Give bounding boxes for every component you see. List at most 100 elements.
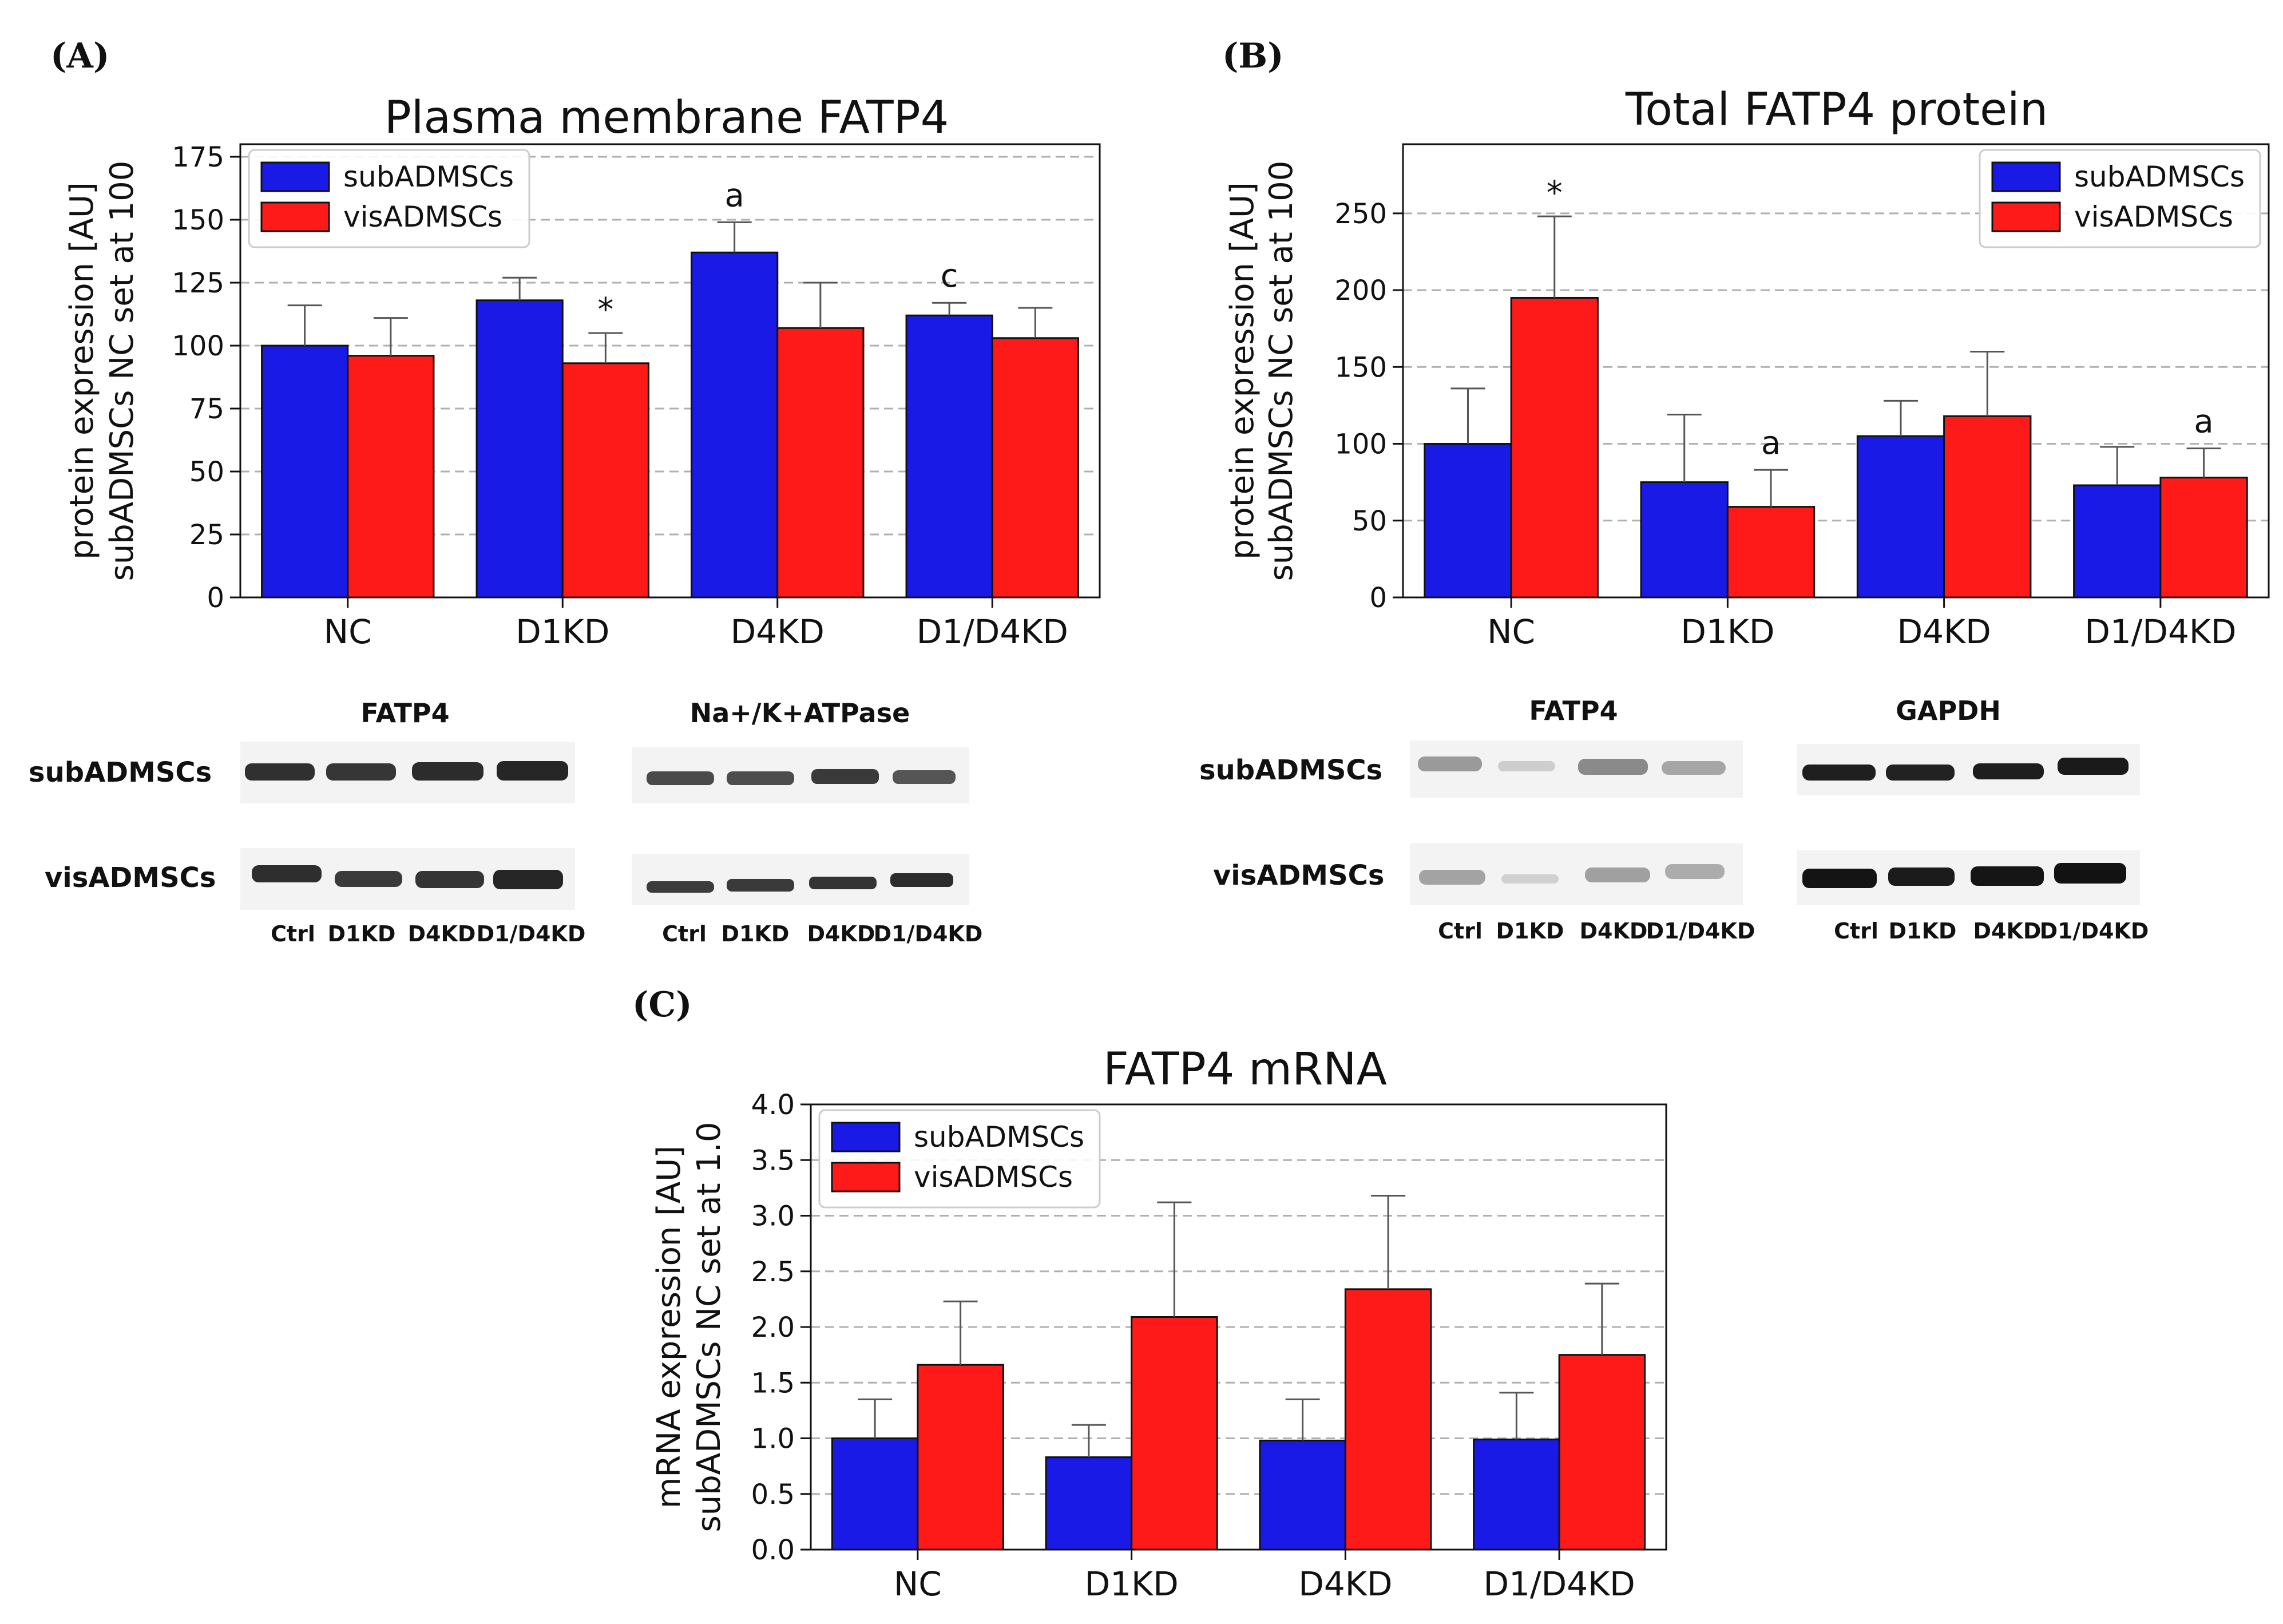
- blot-b2-lane-d4kd: D4KD: [1973, 918, 2042, 944]
- x-category-label: D1KD: [1084, 1564, 1178, 1603]
- significance-annotation: a: [2194, 403, 2213, 441]
- x-category-label: D4KD: [731, 612, 825, 651]
- legend-label: subADMSCs: [343, 160, 514, 193]
- y-tick-label: 0.5: [751, 1479, 795, 1511]
- blot-a1-lane-d1kd: D1KD: [328, 921, 396, 946]
- y-tick-label: 175: [172, 141, 224, 173]
- legend-swatch-visadmscs: [831, 1162, 901, 1193]
- y-tick-label: 4.0: [751, 1089, 795, 1121]
- blot-b-gapdh-vis: [1797, 850, 2140, 905]
- y-tick-label: 3.0: [751, 1201, 795, 1233]
- chart-plasma-membrane-fatp4: 0 25 50 75 100 125 150 175 NC D1KD * D4KD a D1/D4KD c P…: [64, 92, 1101, 651]
- bar-subadmscs: [261, 344, 349, 599]
- y-tick-label: 200: [1334, 275, 1387, 307]
- y-tick-label: 150: [1334, 351, 1387, 383]
- x-category-label: NC: [894, 1564, 942, 1603]
- blot-a-header-atpase: Na+/K+ATPase: [690, 698, 910, 728]
- blot-a1-lane-ctrl: Ctrl: [271, 921, 315, 946]
- bar-subadmscs: [691, 251, 779, 599]
- blot-a-row-sub: subADMSCs: [29, 756, 212, 789]
- blot-panel-b: FATP4 GAPDH subADMSCs visADMSCs: [1199, 695, 2149, 944]
- plot-frame: [239, 143, 1101, 599]
- y-tick-label: 1.0: [751, 1423, 795, 1455]
- blot-a-atpase-sub: [632, 747, 969, 803]
- blot-b1-lane-d4kd: D4KD: [1580, 918, 1648, 944]
- blot-a-row-vis: visADMSCs: [45, 862, 216, 894]
- bar-subadmscs: [1856, 435, 1945, 599]
- chart-title: FATP4 mRNA: [1103, 1044, 1387, 1095]
- bar-subadmscs: [1424, 443, 1512, 599]
- bar-visadmscs: [561, 362, 649, 599]
- significance-annotation: a: [724, 177, 744, 214]
- blot-a1-lane-d1d4kd: D1/D4KD: [477, 921, 586, 946]
- blot-b-fatp4-sub: [1410, 740, 1743, 798]
- bar-visadmscs: [1510, 296, 1599, 599]
- blot-b2-lane-ctrl: Ctrl: [1834, 918, 1878, 944]
- plot-frame: [1402, 143, 2270, 599]
- y-tick-label: 0: [1369, 582, 1387, 614]
- significance-annotation: c: [941, 258, 958, 295]
- significance-annotation: *: [1547, 175, 1563, 212]
- y-tick-label: 100: [1334, 429, 1387, 461]
- panel-letter-c: (C): [632, 985, 692, 1025]
- y-axis-label: subADMSCs NC set at 100: [104, 161, 141, 581]
- y-tick-label: 2.5: [751, 1256, 795, 1288]
- blot-a2-lane-ctrl: Ctrl: [662, 921, 707, 946]
- bar-subadmscs: [1259, 1439, 1346, 1551]
- x-category-label: D1KD: [1680, 612, 1774, 651]
- y-tick-label: 50: [1352, 505, 1387, 537]
- blot-b1-lane-d1kd: D1KD: [1496, 918, 1564, 944]
- blot-b1-lane-ctrl: Ctrl: [1438, 918, 1483, 944]
- legend-swatch-visadmscs: [1991, 201, 2061, 232]
- legend-label: visADMSCs: [914, 1160, 1073, 1194]
- x-category-label: D4KD: [1897, 612, 1991, 651]
- blot-panel-a: FATP4 Na+/K+ATPase subADMSCs visADMSCs: [29, 698, 982, 946]
- blot-b-row-sub: subADMSCs: [1199, 754, 1382, 786]
- blot-b2-lane-d1kd: D1KD: [1889, 918, 1957, 944]
- chart-total-fatp4-protein: 0 50 100 150 200 250 NC * D1KD a D4KD D1/D4KD a Total…: [1224, 84, 2270, 651]
- blot-b-row-vis: visADMSCs: [1213, 859, 1384, 892]
- y-tick-label: 150: [172, 204, 224, 236]
- blot-b-header-gapdh: GAPDH: [1896, 695, 2001, 726]
- panel-letter-b: (B): [1222, 36, 1284, 76]
- bar-visadmscs: [1558, 1354, 1646, 1551]
- legend-label: visADMSCs: [343, 200, 502, 233]
- legend-swatch-visadmscs: [260, 201, 330, 232]
- bar-subadmscs: [475, 299, 564, 599]
- blot-a2-lane-d4kd: D4KD: [807, 921, 875, 946]
- y-tick-label: 250: [1334, 198, 1387, 230]
- legend-swatch-subadmscs: [260, 161, 330, 192]
- bar-subadmscs: [1640, 481, 1729, 599]
- legend-swatch-subadmscs: [831, 1122, 901, 1152]
- plot-frame: [810, 1103, 1667, 1551]
- bar-visadmscs: [347, 355, 435, 599]
- blot-b1-lane-d1d4kd: D1/D4KD: [1646, 918, 1755, 944]
- y-axis-label: protein expression [AU]: [1224, 182, 1261, 560]
- bar-subadmscs: [2073, 484, 2162, 599]
- y-tick-label: 100: [172, 330, 224, 362]
- y-tick-label: 50: [189, 456, 224, 488]
- y-tick-label: 0: [207, 582, 224, 614]
- bar-visadmscs: [1943, 415, 2032, 599]
- panel-letter-a: (A): [50, 36, 109, 76]
- blot-a1-lane-d4kd: D4KD: [408, 921, 476, 946]
- y-tick-label: 2.0: [751, 1312, 795, 1344]
- y-axis-label: mRNA expression [AU]: [651, 1146, 688, 1508]
- x-category-label: D1/D4KD: [2084, 612, 2236, 651]
- legend-label: subADMSCs: [914, 1120, 1084, 1154]
- significance-annotation: a: [1761, 425, 1781, 462]
- y-tick-label: 0.0: [751, 1534, 795, 1566]
- bar-visadmscs: [1131, 1316, 1218, 1551]
- bar-subadmscs: [1473, 1438, 1560, 1551]
- legend-label: subADMSCs: [2074, 160, 2245, 193]
- blot-a2-lane-d1kd: D1KD: [722, 921, 790, 946]
- blot-b-header-fatp4: FATP4: [1529, 695, 1618, 726]
- x-category-label: NC: [1487, 612, 1535, 651]
- bar-visadmscs: [1726, 506, 1816, 599]
- blot-a2-lane-d1d4kd: D1/D4KD: [874, 921, 983, 946]
- chart-title: Plasma membrane FATP4: [385, 92, 949, 144]
- blot-a-fatp4-vis: [240, 848, 575, 910]
- bar-visadmscs: [2159, 477, 2248, 599]
- bar-subadmscs: [831, 1437, 919, 1551]
